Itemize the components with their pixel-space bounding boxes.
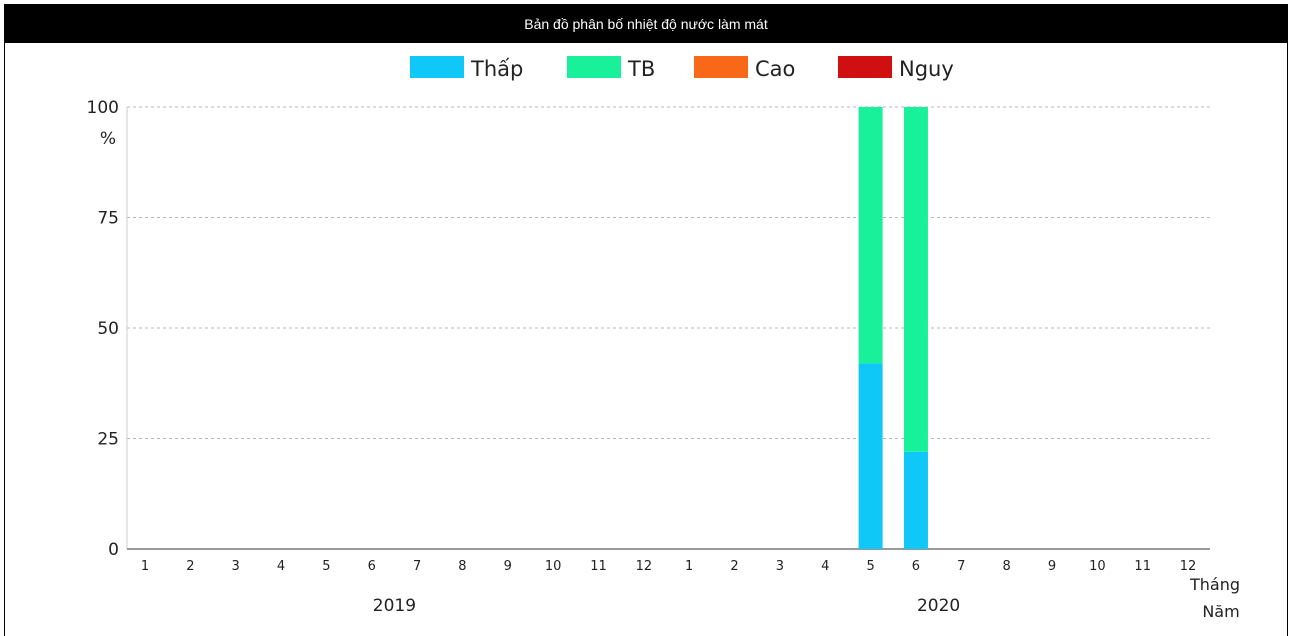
legend-swatch-4	[838, 56, 892, 78]
x-tick-label: 1	[141, 559, 149, 574]
x-tick-label: 7	[957, 559, 965, 574]
y-tick-label: 0	[108, 540, 119, 560]
x-tick-label: 2	[730, 559, 738, 574]
x-tick-label: 11	[590, 559, 607, 574]
x-tick-label: 3	[232, 559, 240, 574]
legend-swatch-2	[567, 56, 621, 78]
y-tick-label: 75	[97, 209, 119, 229]
y-tick-label: 100	[87, 98, 119, 118]
x-tick-label: 1	[685, 559, 693, 574]
x-tick-label: 3	[776, 559, 784, 574]
x-tick-label: 12	[636, 559, 653, 574]
bar-segment-2	[858, 107, 883, 364]
legend-label-2: TB	[627, 57, 655, 81]
x-axis-title-year: Năm	[1202, 602, 1239, 621]
legend-label-4: Nguy	[899, 57, 954, 81]
y-tick-label: 50	[97, 319, 119, 339]
y-axis-unit: %	[100, 129, 116, 149]
x-tick-label: 8	[1003, 559, 1011, 574]
x-tick-label: 10	[545, 559, 562, 574]
legend-swatch-1	[410, 56, 464, 78]
x-tick-label: 12	[1180, 559, 1197, 574]
x-axis-title-month: Tháng	[1189, 575, 1240, 594]
x-tick-label: 6	[912, 559, 920, 574]
y-tick-label: 25	[97, 430, 119, 450]
x-tick-label: 9	[504, 559, 512, 574]
legend-swatch-3	[694, 56, 748, 78]
x-tick-label: 10	[1089, 559, 1106, 574]
x-tick-label: 5	[322, 559, 330, 574]
bar-segment-1	[903, 451, 928, 549]
x-tick-label: 7	[413, 559, 421, 574]
x-tick-label: 11	[1134, 559, 1151, 574]
x-group-label-year: 2019	[373, 596, 416, 616]
x-group-label-year: 2020	[917, 596, 960, 616]
x-tick-label: 5	[866, 559, 874, 574]
x-tick-label: 4	[821, 559, 829, 574]
x-tick-label: 2	[186, 559, 194, 574]
x-tick-label: 9	[1048, 559, 1056, 574]
x-tick-label: 4	[277, 559, 285, 574]
legend-label-3: Cao	[755, 57, 795, 81]
x-tick-label: 6	[368, 559, 376, 574]
x-tick-label: 8	[458, 559, 466, 574]
chart-title: Bản đồ phân bố nhiệt độ nước làm mát	[5, 5, 1287, 43]
chart-window: Bản đồ phân bố nhiệt độ nước làm mát	[4, 4, 1288, 636]
bar-segment-1	[858, 363, 883, 549]
legend-label-1: Thấp	[470, 57, 523, 81]
bar-segment-2	[903, 107, 928, 452]
